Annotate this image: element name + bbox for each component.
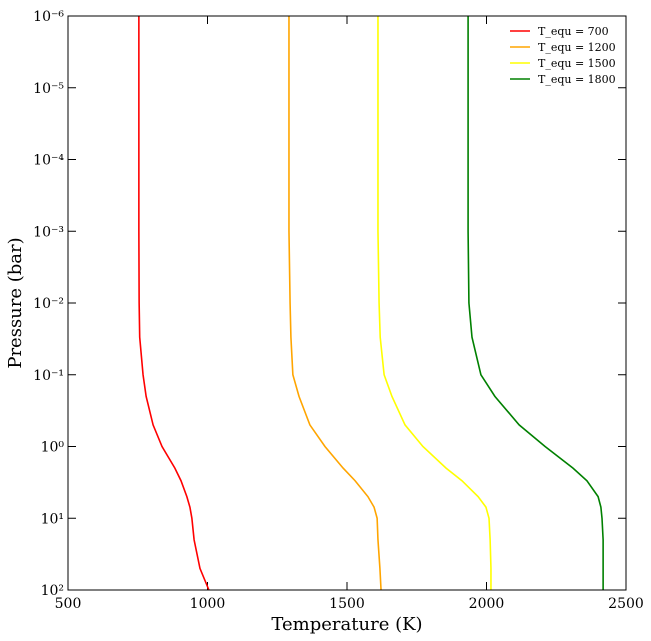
x-tick-label: 1500 xyxy=(329,596,365,612)
series-line xyxy=(138,16,210,591)
y-tick-label: 10² xyxy=(41,583,64,599)
legend-label: T_equ = 700 xyxy=(538,25,609,38)
y-tick-label: 10¹ xyxy=(41,511,64,527)
y-axis-label: Pressure (bar) xyxy=(5,237,26,368)
legend-label: T_equ = 1800 xyxy=(538,73,616,86)
series-line xyxy=(288,16,382,591)
y-tick-label: 10⁻² xyxy=(33,296,64,312)
y-tick-label: 10⁻⁵ xyxy=(33,81,64,97)
y-tick-label: 10⁻⁴ xyxy=(33,153,64,169)
x-tick-label: 2500 xyxy=(608,596,644,612)
x-tick-label: 1000 xyxy=(190,596,226,612)
legend-label: T_equ = 1200 xyxy=(538,41,616,54)
series-line xyxy=(377,16,492,590)
y-tick-label: 10⁻⁶ xyxy=(33,9,64,25)
x-tick-label: 500 xyxy=(55,596,82,612)
y-tick-label: 10⁻¹ xyxy=(33,368,64,384)
y-tick-label: 10⁻³ xyxy=(33,224,64,240)
plot-frame xyxy=(67,15,627,591)
legend-label: T_equ = 1500 xyxy=(538,57,616,70)
series-line xyxy=(467,16,604,590)
x-tick-label: 2000 xyxy=(469,596,505,612)
x-axis-label: Temperature (K) xyxy=(271,614,422,635)
y-tick-label: 10⁰ xyxy=(41,440,65,456)
